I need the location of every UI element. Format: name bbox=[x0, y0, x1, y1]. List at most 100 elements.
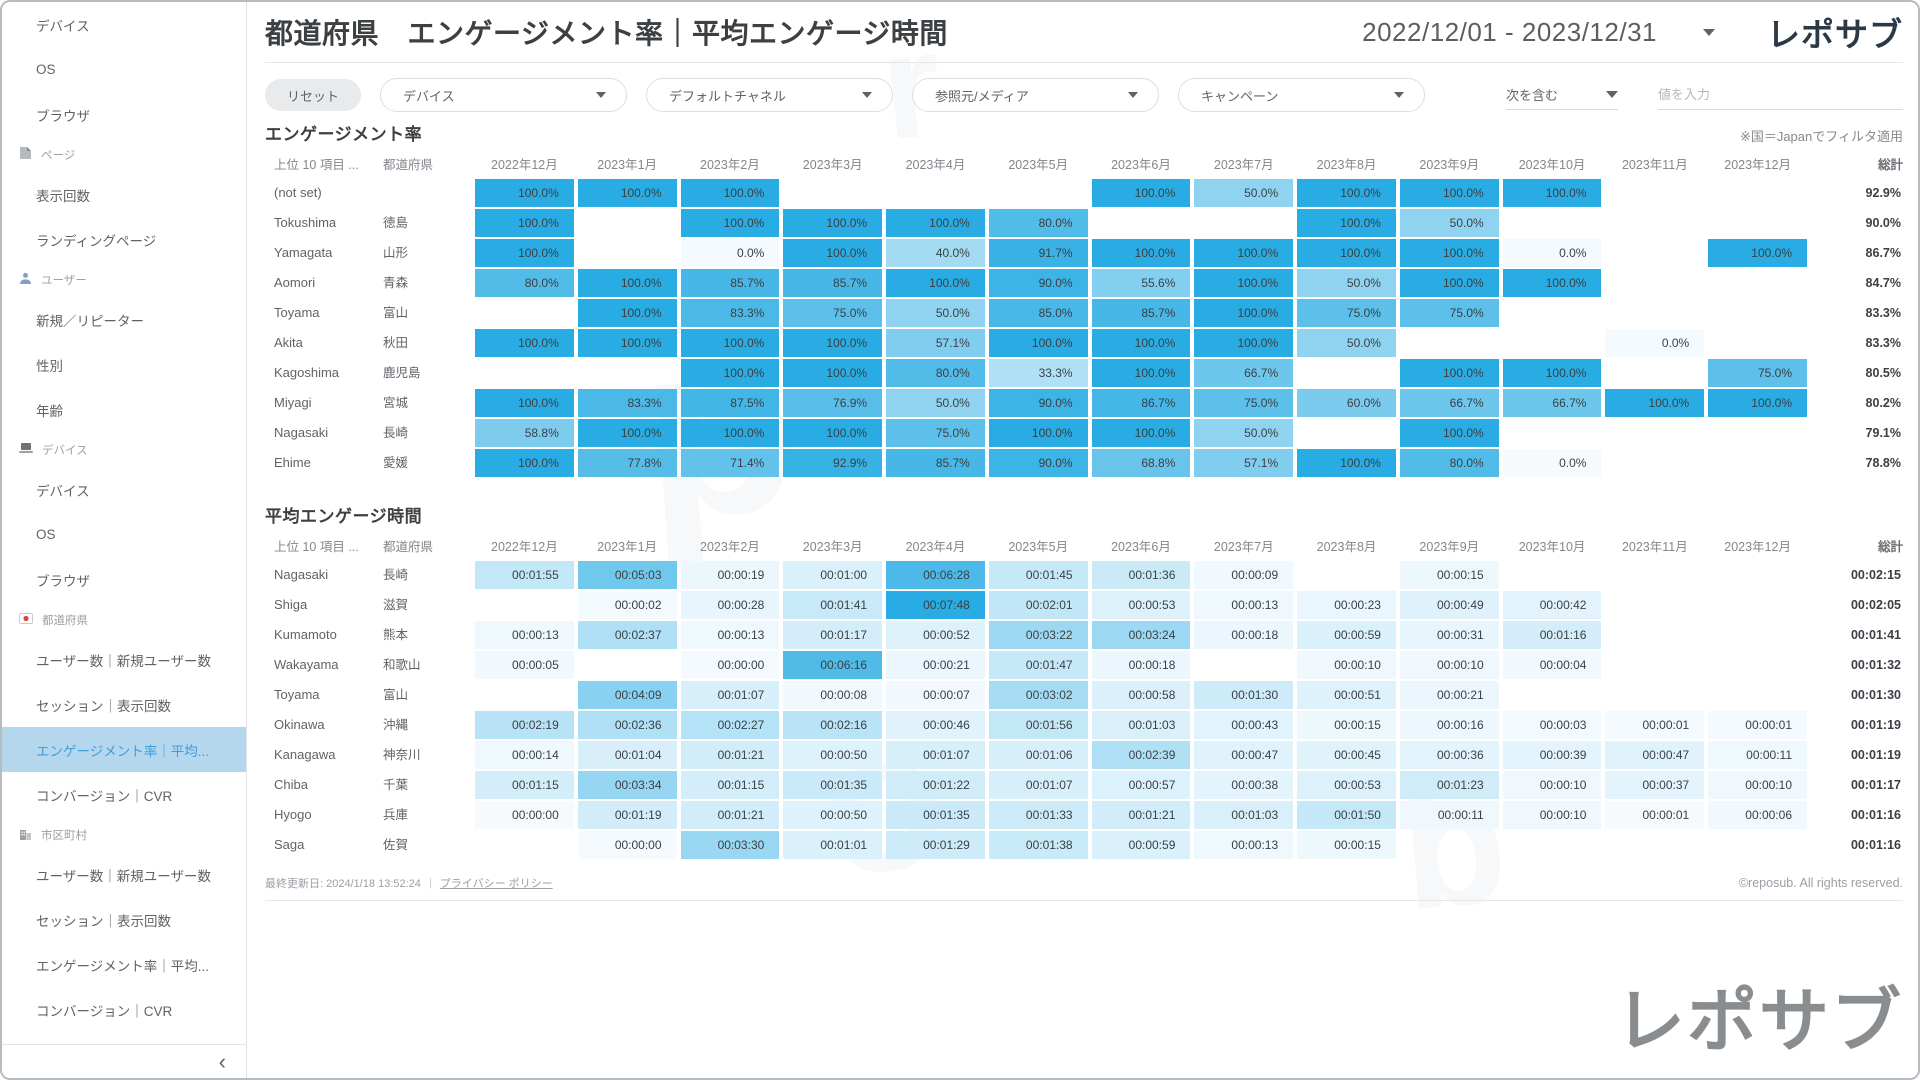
column-header-month[interactable]: 2023年3月 bbox=[802, 158, 863, 172]
column-header-month[interactable]: 2023年8月 bbox=[1316, 540, 1377, 554]
sidebar-item[interactable]: ユーザー数｜新規ユーザー数 bbox=[36, 868, 211, 884]
sidebar-section-header: 都道府県 bbox=[2, 602, 246, 637]
table-cell: 00:00:10 bbox=[1502, 801, 1602, 829]
table-cell: 00:02:19 bbox=[475, 711, 574, 739]
sidebar-item[interactable]: ブラウザ bbox=[36, 573, 90, 589]
chevron-down-icon bbox=[1703, 28, 1715, 36]
table-cell: 100.0% bbox=[1297, 179, 1396, 207]
sidebar-item[interactable]: セッション｜表示回数 bbox=[36, 698, 171, 714]
table-cell: 100.0% bbox=[1502, 179, 1602, 207]
row-total-cell: 00:01:19 bbox=[1850, 718, 1901, 732]
city-icon bbox=[19, 827, 32, 843]
column-header-month[interactable]: 2023年7月 bbox=[1213, 158, 1274, 172]
filter-dropdown-campaign[interactable]: キャンペーン bbox=[1178, 78, 1425, 112]
column-header-total[interactable]: 総計 bbox=[1877, 158, 1903, 172]
filter-condition-dropdown[interactable]: 次を含む bbox=[1506, 80, 1618, 110]
column-header-items[interactable]: 上位 10 項目 ... bbox=[274, 540, 359, 554]
sidebar-item[interactable]: エンゲージメント率｜平均... bbox=[2, 727, 246, 772]
column-header-month[interactable]: 2023年12月 bbox=[1724, 540, 1791, 554]
column-header-month[interactable]: 2023年5月 bbox=[1008, 158, 1069, 172]
sidebar-item[interactable]: デバイス bbox=[36, 18, 90, 34]
table-cell: 50.0% bbox=[1297, 329, 1396, 357]
filter-dropdown-default-channel[interactable]: デフォルトチャネル bbox=[646, 78, 893, 112]
sidebar-item[interactable]: コンバージョン｜CVR bbox=[36, 788, 173, 804]
column-header-month[interactable]: 2023年10月 bbox=[1518, 158, 1586, 172]
column-header-month[interactable]: 2023年7月 bbox=[1213, 540, 1274, 554]
table-cell: 00:01:06 bbox=[988, 741, 1088, 769]
row-prefecture-label: 宮城 bbox=[383, 396, 409, 410]
column-header-month[interactable]: 2023年8月 bbox=[1316, 158, 1377, 172]
table-cell: 85.0% bbox=[988, 299, 1088, 327]
sidebar-item[interactable]: セッション｜表示回数 bbox=[36, 913, 171, 929]
table-cell bbox=[475, 681, 574, 709]
column-header-total[interactable]: 総計 bbox=[1877, 540, 1903, 554]
table-cell: 00:03:34 bbox=[577, 771, 677, 799]
column-header-month[interactable]: 2022年12月 bbox=[491, 540, 558, 554]
privacy-policy-link[interactable]: プライバシー ポリシー bbox=[439, 878, 553, 890]
column-header-month[interactable]: 2023年9月 bbox=[1419, 158, 1480, 172]
table-cell bbox=[1605, 621, 1704, 649]
table-cell: 00:01:45 bbox=[988, 561, 1088, 589]
column-header-month[interactable]: 2023年2月 bbox=[700, 158, 760, 172]
table-cell bbox=[1708, 329, 1807, 357]
engagement-rate-title: エンゲージメント率 bbox=[265, 125, 423, 144]
sidebar-item[interactable]: 新規／リピーター bbox=[36, 313, 144, 329]
sidebar-item[interactable]: OS bbox=[36, 527, 56, 542]
column-header-month[interactable]: 2023年2月 bbox=[700, 540, 760, 554]
table-cell: 76.9% bbox=[783, 389, 883, 417]
column-header-prefecture[interactable]: 都道府県 bbox=[383, 540, 434, 554]
table-cell bbox=[989, 179, 1088, 207]
reset-button[interactable]: リセット bbox=[265, 79, 361, 111]
table-cell: 00:00:01 bbox=[1605, 711, 1705, 739]
table-cell: 00:00:14 bbox=[475, 741, 574, 769]
column-header-month[interactable]: 2023年9月 bbox=[1419, 540, 1480, 554]
sidebar-item[interactable]: ユーザー数｜新規ユーザー数 bbox=[36, 653, 211, 669]
table-cell bbox=[475, 831, 574, 859]
sidebar-item[interactable]: 年齢 bbox=[36, 403, 63, 419]
table-cell: 00:00:23 bbox=[1297, 591, 1396, 619]
column-header-month[interactable]: 2023年11月 bbox=[1621, 540, 1688, 554]
column-header-month[interactable]: 2023年6月 bbox=[1111, 540, 1171, 554]
sidebar-item[interactable]: ランディングページ bbox=[36, 233, 157, 249]
filter-dropdown-source-medium[interactable]: 参照元/メディア bbox=[912, 78, 1159, 112]
sidebar-item[interactable]: エンゲージメント率｜平均... bbox=[36, 958, 209, 974]
table-cell bbox=[1503, 419, 1602, 447]
table-cell: 100.0% bbox=[783, 209, 883, 237]
column-header-month[interactable]: 2023年4月 bbox=[905, 540, 966, 554]
column-header-month[interactable]: 2023年10月 bbox=[1518, 540, 1586, 554]
column-header-month[interactable]: 2023年3月 bbox=[802, 540, 863, 554]
row-prefecture-label: 山形 bbox=[383, 246, 409, 260]
filter-value-input[interactable] bbox=[1658, 80, 1903, 110]
table-cell bbox=[1194, 651, 1293, 679]
column-header-month[interactable]: 2023年12月 bbox=[1724, 158, 1791, 172]
table-cell bbox=[1605, 239, 1704, 267]
sidebar-collapse-icon[interactable]: ‹ bbox=[218, 1048, 226, 1074]
column-header-month[interactable]: 2022年12月 bbox=[491, 158, 558, 172]
filter-dropdown-device[interactable]: デバイス bbox=[380, 78, 627, 112]
column-header-items[interactable]: 上位 10 項目 ... bbox=[274, 158, 359, 172]
column-header-month[interactable]: 2023年1月 bbox=[597, 158, 658, 172]
sidebar-item[interactable]: 表示回数 bbox=[36, 188, 90, 204]
row-label: Aomori bbox=[274, 275, 316, 290]
sidebar-item[interactable]: ブラウザ bbox=[36, 108, 90, 124]
sidebar-item[interactable]: コンバージョン｜CVR bbox=[36, 1003, 173, 1019]
sidebar-item[interactable]: デバイス bbox=[36, 483, 90, 499]
column-header-prefecture[interactable]: 都道府県 bbox=[383, 158, 434, 172]
sidebar-item[interactable]: 性別 bbox=[36, 358, 63, 374]
table-cell: 50.0% bbox=[886, 389, 985, 417]
sidebar-item[interactable]: OS bbox=[36, 62, 56, 77]
date-range-picker[interactable]: 2022/12/01 - 2023/12/31 bbox=[1362, 17, 1715, 48]
column-header-month[interactable]: 2023年5月 bbox=[1008, 540, 1069, 554]
table-cell: 00:00:49 bbox=[1399, 591, 1499, 619]
column-header-month[interactable]: 2023年11月 bbox=[1621, 158, 1688, 172]
table-cell: 00:06:28 bbox=[886, 561, 985, 589]
row-prefecture-label: 徳島 bbox=[383, 216, 409, 230]
column-header-month[interactable]: 2023年1月 bbox=[597, 540, 658, 554]
row-prefecture-label: 千葉 bbox=[383, 778, 409, 792]
column-header-month[interactable]: 2023年4月 bbox=[905, 158, 966, 172]
avg-engagement-time-title: 平均エンゲージ時間 bbox=[265, 507, 423, 526]
row-label: Tokushima bbox=[274, 215, 337, 230]
table-cell: 00:00:02 bbox=[577, 591, 677, 619]
column-header-month[interactable]: 2023年6月 bbox=[1111, 158, 1171, 172]
